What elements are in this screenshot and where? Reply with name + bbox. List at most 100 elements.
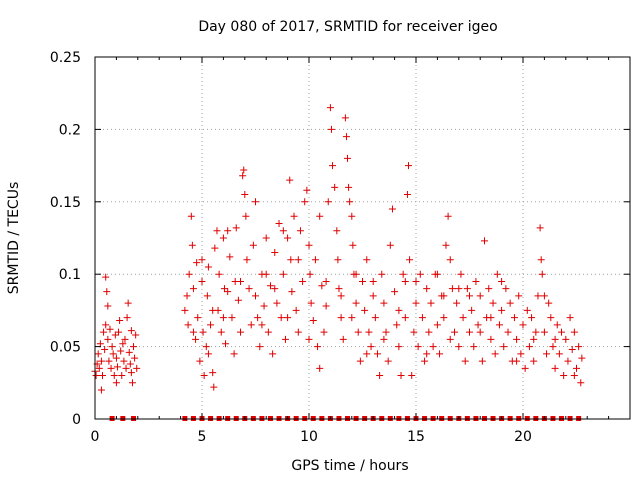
- data-point: [472, 277, 480, 285]
- data-point: [521, 364, 529, 372]
- data-point: [121, 335, 129, 343]
- data-point: [489, 299, 497, 307]
- data-point: [401, 314, 409, 322]
- data-point: [339, 335, 347, 343]
- data-point: [412, 277, 420, 285]
- data-point: [262, 270, 270, 278]
- data-point: [365, 328, 373, 336]
- data-point: [133, 364, 141, 372]
- data-point: [363, 256, 371, 264]
- x-tick-label: 20: [514, 429, 532, 445]
- data-point: [551, 335, 559, 343]
- data-point: [378, 270, 386, 278]
- grid-lines: [95, 57, 630, 419]
- data-point: [245, 285, 253, 293]
- data-point: [262, 234, 270, 242]
- data-point: [352, 299, 360, 307]
- data-point: [506, 299, 514, 307]
- data-point: [113, 363, 121, 371]
- data-point: [444, 212, 452, 220]
- data-point: [405, 162, 413, 170]
- data-point: [436, 350, 444, 358]
- y-tick-label: 0.2: [59, 122, 81, 138]
- data-point: [369, 277, 377, 285]
- data-point: [470, 343, 478, 351]
- data-point: [299, 277, 307, 285]
- data-point: [211, 244, 219, 252]
- data-point: [331, 183, 339, 191]
- data-point: [247, 321, 255, 329]
- data-point: [384, 357, 392, 365]
- data-point: [126, 360, 134, 368]
- data-point: [495, 321, 503, 329]
- chart-title: Day 080 of 2017, SRMTID for receiver ige…: [198, 19, 497, 35]
- data-point: [349, 241, 357, 249]
- data-point: [103, 288, 111, 296]
- x-axis-label: GPS time / hours: [291, 458, 408, 474]
- data-point: [410, 328, 418, 336]
- data-point: [104, 335, 112, 343]
- data-point: [294, 256, 302, 264]
- data-point: [199, 328, 207, 336]
- data-point: [207, 321, 215, 329]
- data-point: [209, 369, 217, 377]
- data-point: [568, 345, 576, 353]
- data-point: [455, 343, 463, 351]
- data-point: [549, 343, 557, 351]
- data-point: [553, 321, 561, 329]
- data-point: [487, 314, 495, 322]
- data-point: [320, 328, 328, 336]
- data-point: [528, 314, 536, 322]
- data-point: [386, 241, 394, 249]
- data-point: [279, 227, 287, 235]
- data-point: [566, 314, 574, 322]
- data-point: [361, 306, 369, 314]
- data-point: [117, 347, 125, 355]
- data-point: [307, 299, 315, 307]
- y-tick-label: 0: [72, 412, 81, 428]
- data-point: [478, 357, 486, 365]
- data-point: [275, 220, 283, 228]
- data-point: [189, 285, 197, 293]
- data-point: [119, 340, 127, 348]
- data-point: [196, 357, 204, 365]
- data-point: [269, 350, 277, 358]
- data-point: [354, 328, 362, 336]
- data-point: [220, 285, 228, 293]
- data-point: [348, 314, 356, 322]
- data-point: [446, 335, 454, 343]
- data-point: [256, 343, 264, 351]
- data-point: [294, 328, 302, 336]
- data-point: [463, 285, 471, 293]
- data-point: [513, 357, 521, 365]
- data-point: [558, 328, 566, 336]
- data-point: [204, 350, 212, 358]
- data-point: [106, 325, 114, 333]
- data-point: [369, 292, 377, 300]
- data-point: [198, 256, 206, 264]
- data-point: [111, 331, 119, 339]
- data-point: [421, 357, 429, 365]
- data-point: [525, 343, 533, 351]
- data-point: [534, 292, 542, 300]
- x-axis-ticks: 0 5 10 15 20: [91, 57, 610, 445]
- data-point: [306, 270, 314, 278]
- data-point: [224, 288, 232, 296]
- data-point: [412, 299, 420, 307]
- data-point: [239, 172, 247, 180]
- data-point: [226, 253, 234, 261]
- data-point: [189, 328, 197, 336]
- data-point: [219, 314, 227, 322]
- data-point: [97, 357, 105, 365]
- data-point: [440, 292, 448, 300]
- data-point: [500, 343, 508, 351]
- data-point: [519, 321, 527, 329]
- data-point: [380, 335, 388, 343]
- data-point: [192, 335, 200, 343]
- data-point: [107, 364, 115, 372]
- data-point: [296, 227, 304, 235]
- data-point: [333, 227, 341, 235]
- data-point: [110, 372, 118, 380]
- y-axis-ticks: 0 0.05 0.1 0.15 0.2 0.25: [50, 50, 630, 428]
- data-point: [127, 327, 135, 335]
